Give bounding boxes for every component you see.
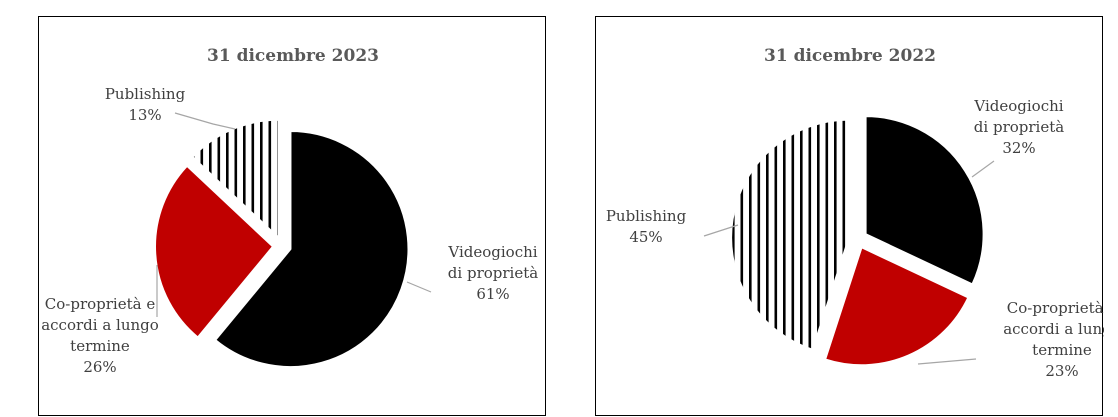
slice-label-1: Videogiochi di proprietà 61%	[447, 243, 538, 303]
slice-category-label: Co-proprietà e	[45, 295, 156, 313]
pie-chart-2023: 31 dicembre 2023 Videogiochi di proprietà…	[38, 16, 546, 416]
slice-category-label: Publishing	[606, 207, 687, 225]
leader-line-3	[703, 224, 739, 237]
slice-category-label: Videogiochi	[973, 97, 1063, 115]
chart-title: 31 dicembre 2023	[207, 46, 379, 66]
slice-category-label: accordi a lungo	[41, 316, 159, 334]
pie-chart-2023-svg: 31 dicembre 2023 Videogiochi di proprietà…	[41, 46, 538, 376]
pie-slice-1	[864, 115, 985, 286]
leader-line-2	[917, 358, 977, 365]
pie-chart-2022: 31 dicembre 2022 Videogiochi di proprietà…	[595, 16, 1104, 416]
slice-value-label: 45%	[629, 228, 662, 246]
slice-value-label: 13%	[128, 106, 161, 124]
slice-value-label: 61%	[476, 285, 509, 303]
pie-slices	[730, 115, 985, 367]
pie-chart-2022-svg: 31 dicembre 2022 Videogiochi di proprietà…	[606, 46, 1104, 380]
slice-category-label: termine	[70, 337, 130, 355]
slice-value-label: 23%	[1045, 362, 1078, 380]
slice-labels: Videogiochi di proprietà 32% Co-proprietà e…	[606, 97, 1104, 380]
pie-slices	[154, 118, 410, 369]
pie-slice-3	[730, 118, 851, 352]
leader-line-1	[406, 281, 432, 293]
slice-label-2: Co-proprietà e accordi a lungo termine 23%	[1003, 299, 1104, 380]
slice-label-3: Publishing 13%	[105, 85, 186, 124]
slice-value-label: 32%	[1002, 139, 1035, 157]
slice-value-label: 26%	[83, 358, 116, 376]
pie-slice-3	[190, 118, 280, 241]
leader-line-3	[174, 112, 236, 130]
slice-label-3: Publishing 45%	[606, 207, 687, 246]
slice-category-label: termine	[1032, 341, 1092, 359]
slice-category-label: di proprietà	[448, 264, 538, 282]
slice-label-1: Videogiochi di proprietà 32%	[973, 97, 1064, 157]
slice-label-2: Co-proprietà e accordi a lungo termine 26%	[41, 295, 159, 376]
chart-title: 31 dicembre 2022	[764, 46, 936, 66]
slice-category-label: Publishing	[105, 85, 186, 103]
pie-slice-2	[154, 164, 275, 339]
slice-category-label: Videogiochi	[447, 243, 537, 261]
leader-line-1	[971, 160, 995, 178]
slice-category-label: di proprietà	[974, 118, 1064, 136]
pie-slice-2	[823, 245, 970, 367]
leader-lines	[703, 160, 995, 365]
pie-slice-1	[213, 130, 410, 369]
slice-category-label: accordi a lungo	[1003, 320, 1104, 338]
slice-labels: Videogiochi di proprietà 61% Co-proprietà e…	[41, 85, 538, 376]
leader-lines	[156, 112, 432, 317]
slice-category-label: Co-proprietà e	[1007, 299, 1104, 317]
